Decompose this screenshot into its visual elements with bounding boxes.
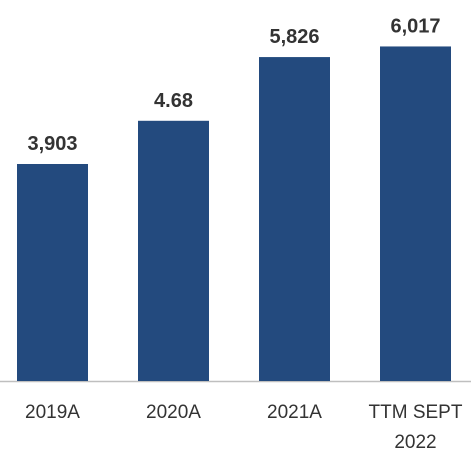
x-tick-label: TTM SEPT 2022 (368, 402, 463, 453)
x-tick-label: 2019A (25, 402, 80, 423)
bar (17, 163, 88, 381)
x-tick-label: 2020A (146, 402, 201, 423)
value-label: 3,903 (27, 133, 77, 155)
bar (259, 57, 330, 381)
bar (380, 46, 451, 381)
value-label: 6,017 (390, 15, 440, 37)
value-label: 4.68 (154, 90, 193, 112)
value-label: 5,826 (269, 26, 319, 48)
x-tick-label: 2021A (267, 402, 322, 423)
bar (138, 120, 209, 382)
